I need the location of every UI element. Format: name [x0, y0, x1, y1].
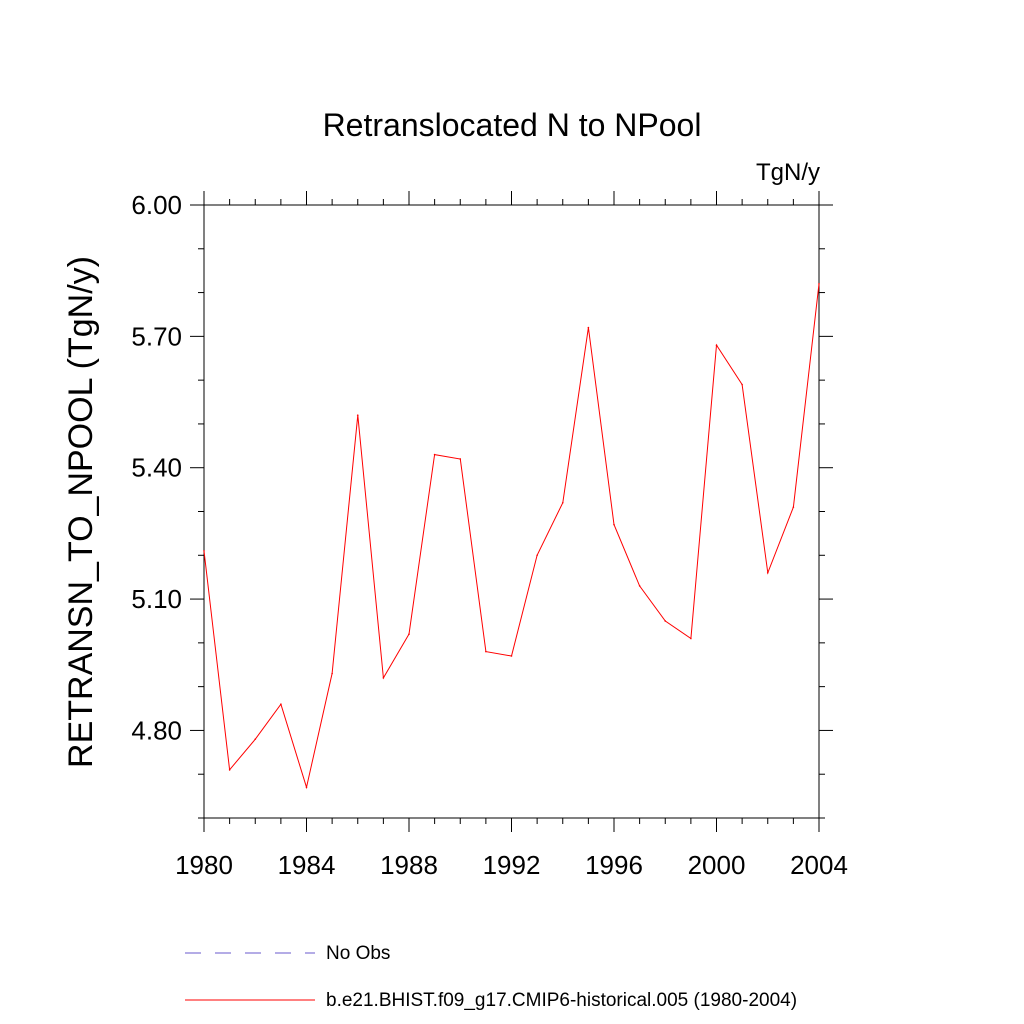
legend: No Obs b.e21.BHIST.f09_g17.CMIP6-histori… [185, 943, 797, 1011]
data-point [741, 383, 743, 386]
axis-ticks [190, 191, 833, 832]
data-point [510, 655, 513, 657]
data-point [280, 703, 282, 705]
data-point [228, 769, 231, 771]
data-point [331, 672, 333, 675]
x-tick-label: 1980 [175, 850, 233, 880]
data-point [690, 637, 692, 640]
data-point [382, 677, 385, 679]
x-tick-label: 2000 [688, 850, 746, 880]
chart-title: Retranslocated N to NPool [323, 107, 702, 143]
legend-label-no-obs: No Obs [326, 943, 390, 964]
data-point [766, 572, 769, 574]
data-point [356, 414, 359, 416]
y-tick-label: 4.80 [131, 715, 182, 745]
y-tick-label: 6.00 [131, 190, 182, 220]
data-point [715, 344, 718, 346]
data-point [433, 453, 436, 456]
plot-frame [203, 204, 820, 819]
data-point [613, 523, 615, 526]
x-tick-label: 1992 [483, 850, 541, 880]
series-layer [203, 283, 820, 790]
y-tick-label: 5.40 [131, 453, 182, 483]
y-tick-label: 5.10 [131, 584, 182, 614]
units-label: TgN/y [756, 159, 820, 186]
data-point [254, 738, 257, 740]
data-point [818, 283, 820, 285]
data-point [408, 633, 410, 635]
data-point [203, 550, 205, 552]
data-point [638, 585, 641, 587]
y-axis-label: RETRANSN_TO_NPOOL (TgN/y) [62, 256, 100, 768]
data-point [561, 501, 564, 504]
axis-tick-labels: 1980 1984 1988 1992 1996 2000 2004 4.80 5.10 5.40… [131, 190, 848, 880]
x-tick-label: 1988 [380, 850, 438, 880]
legend-label-historical: b.e21.BHIST.f09_g17.CMIP6-historical.005… [326, 990, 797, 1011]
data-point [792, 506, 795, 508]
data-point [459, 458, 462, 460]
data-point [536, 554, 538, 557]
data-point [305, 786, 308, 789]
data-point [587, 326, 590, 329]
x-tick-label: 2004 [790, 850, 848, 880]
x-tick-label: 1984 [278, 850, 336, 880]
series-line [203, 283, 820, 790]
data-point [485, 650, 487, 653]
y-tick-label: 5.70 [131, 321, 182, 351]
x-tick-label: 1996 [585, 850, 643, 880]
data-point [664, 620, 667, 622]
